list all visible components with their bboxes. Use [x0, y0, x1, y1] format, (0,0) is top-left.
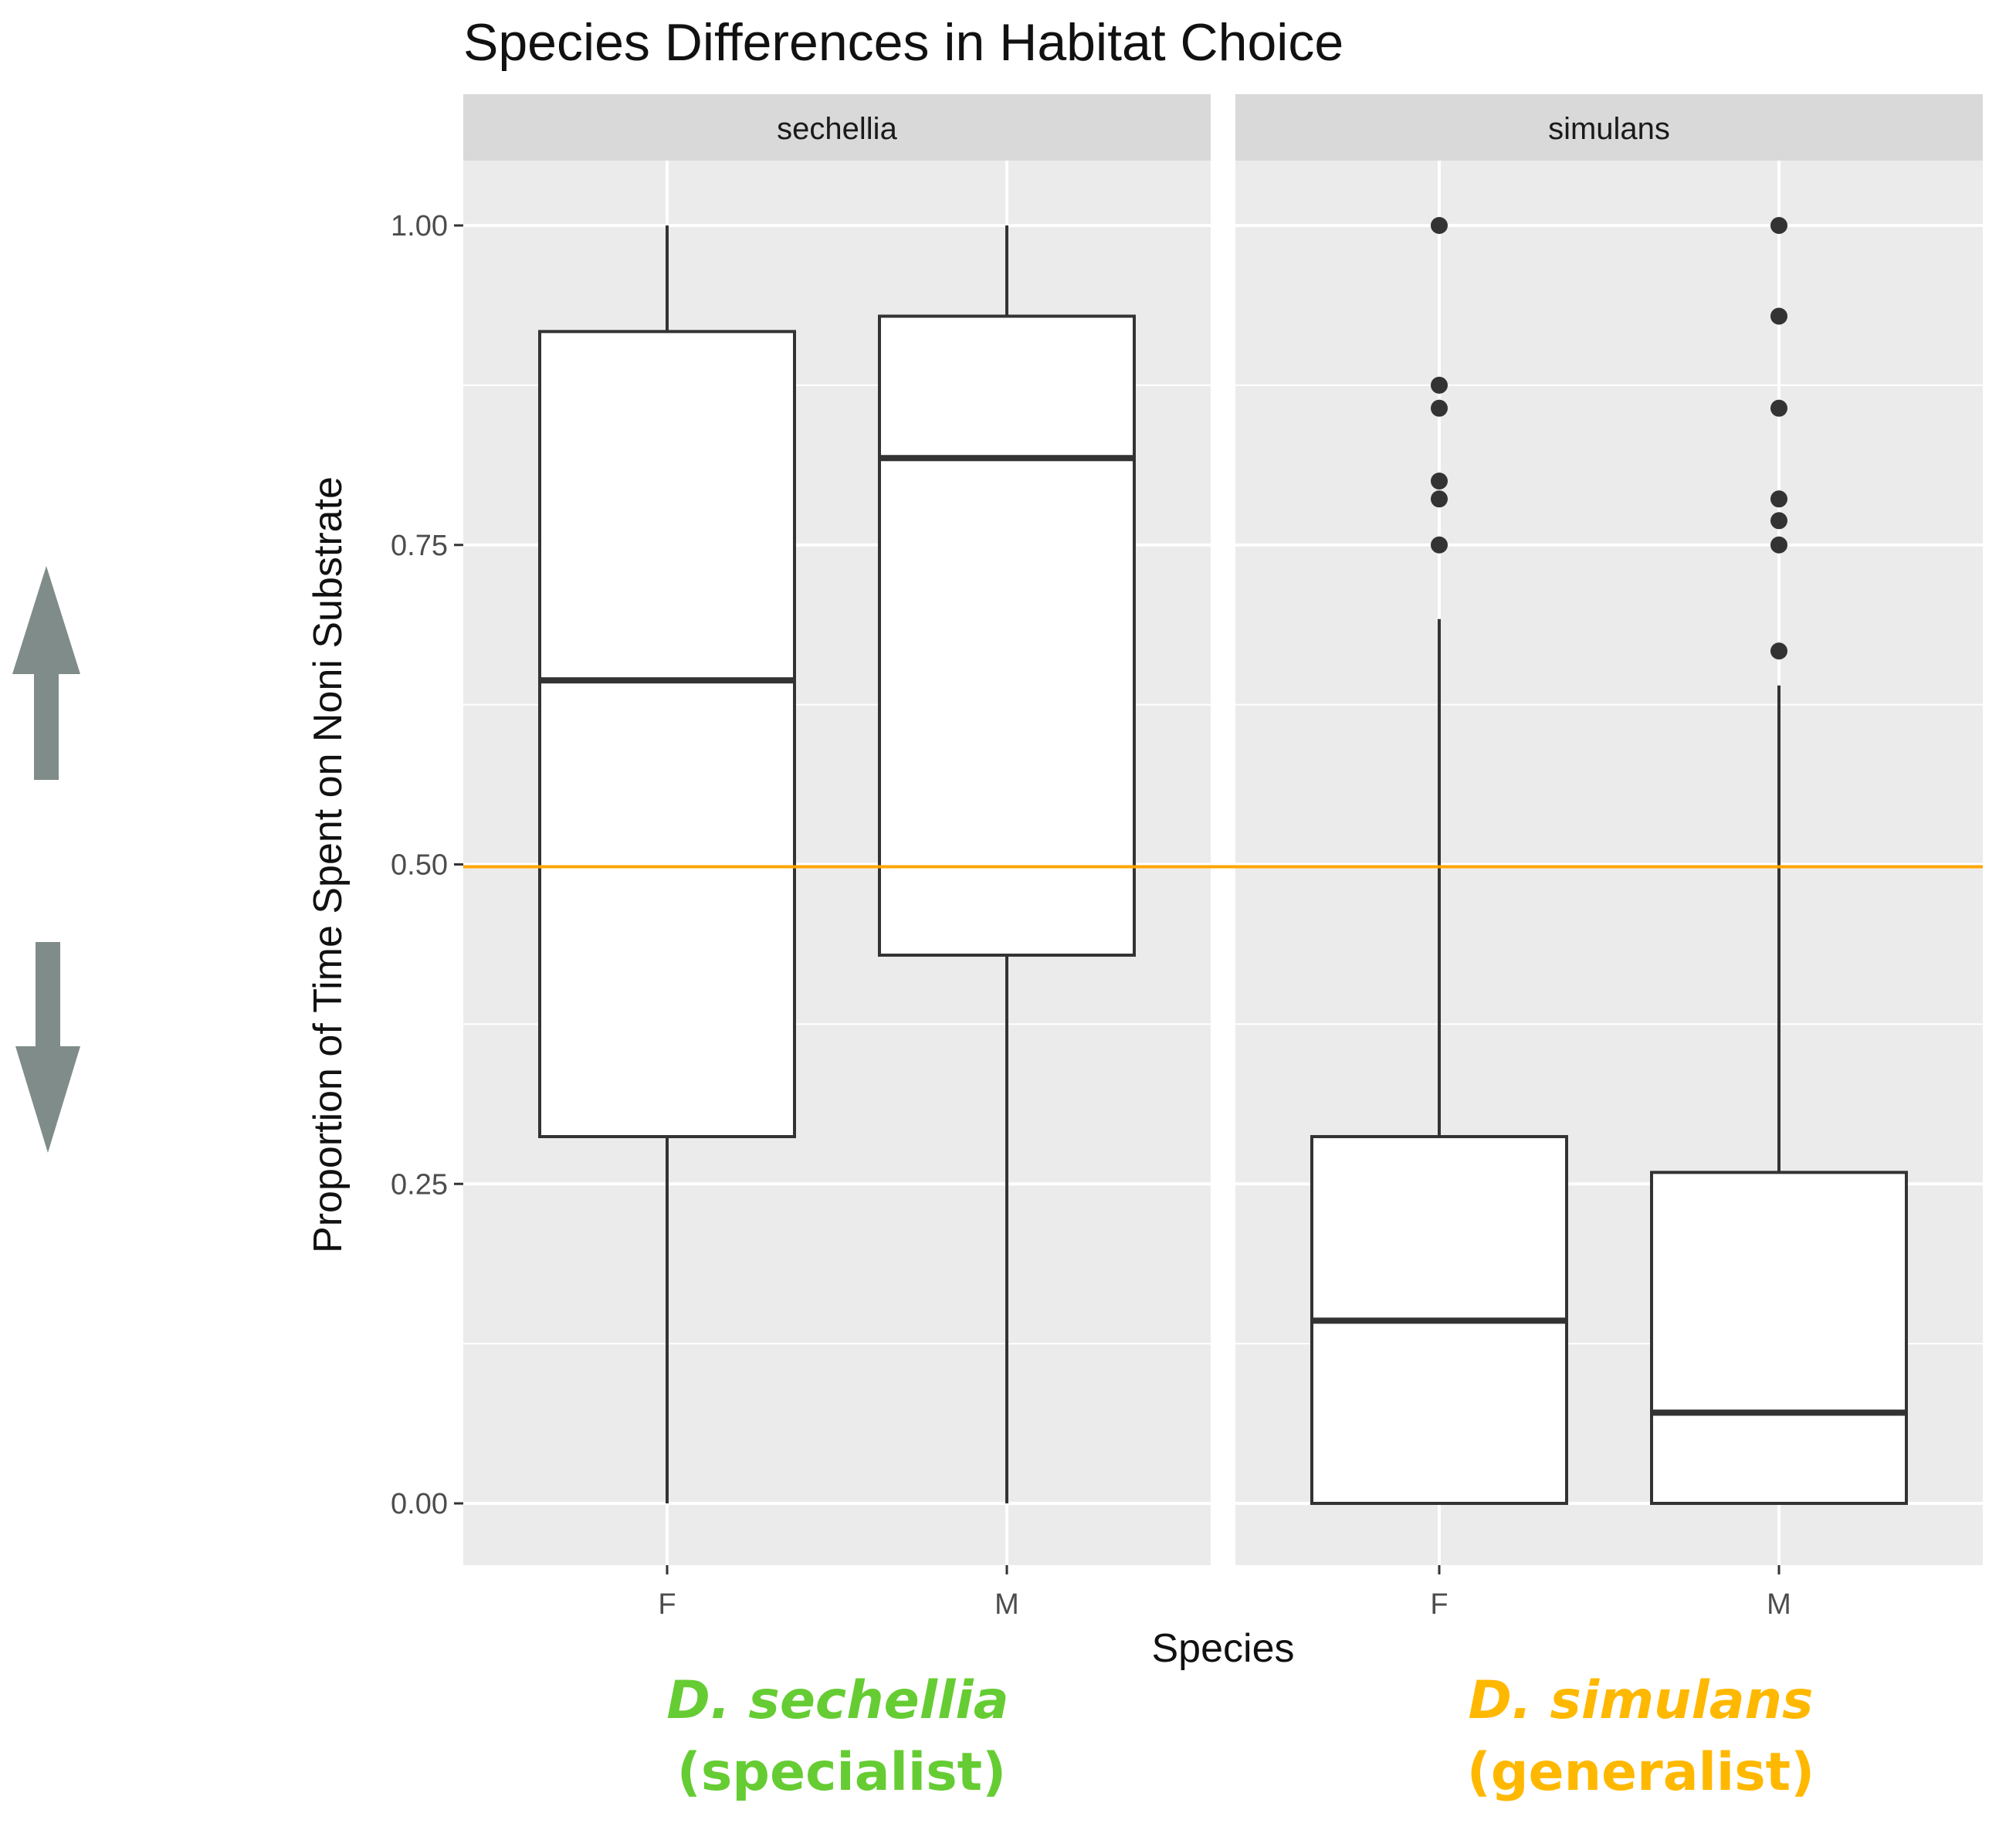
- ticks: 0.00 0.25 0.50 0.75 1.00 F M F M: [391, 210, 1791, 1621]
- box-sechellia-M: [878, 225, 1136, 1503]
- caption-role-simulans: (generalist): [1467, 1742, 1815, 1803]
- iqr-box: [538, 330, 796, 1139]
- strip-label-sechellia: sechellia: [777, 112, 897, 146]
- y-tick-label: 0.00: [391, 1488, 448, 1520]
- caption-role-sechellia: (specialist): [677, 1742, 1007, 1803]
- strip-sechellia: [463, 94, 1211, 161]
- strip-label-simulans: simulans: [1548, 112, 1670, 146]
- y-tick-label: 1.00: [391, 210, 448, 242]
- outlier-point: [1770, 490, 1787, 508]
- outlier-point: [1770, 217, 1787, 234]
- outlier-point: [1770, 512, 1787, 530]
- y-axis-title: Proportion of Time Spent on Noni Substra…: [306, 476, 351, 1253]
- x-tick-label: F: [658, 1588, 676, 1621]
- iqr-box: [1650, 1171, 1908, 1505]
- box-sechellia-F: [538, 225, 796, 1503]
- x-tick-label: F: [1430, 1588, 1448, 1621]
- caption-species-sechellia: D. sechellia: [666, 1670, 1008, 1731]
- boxes: [538, 217, 1908, 1505]
- chart-title: Species Differences in Habitat Choice: [463, 13, 1343, 72]
- y-tick-label: 0.75: [391, 530, 448, 562]
- strip-simulans: [1235, 94, 1983, 161]
- y-tick-label: 0.25: [391, 1168, 448, 1201]
- outlier-point: [1431, 473, 1448, 490]
- outlier-point: [1431, 536, 1448, 554]
- box-simulans-F: [1310, 217, 1568, 1505]
- y-tick-label: 0.50: [391, 849, 448, 882]
- x-tick-label: M: [994, 1588, 1019, 1621]
- outlier-point: [1770, 399, 1787, 417]
- x-tick-label: M: [1767, 1588, 1791, 1621]
- outlier-point: [1431, 376, 1448, 394]
- iqr-box: [878, 314, 1136, 957]
- outlier-point: [1770, 642, 1787, 660]
- outlier-point: [1431, 217, 1448, 234]
- outlier-point: [1770, 307, 1787, 325]
- caption-species-simulans: D. simulans: [1468, 1670, 1813, 1731]
- box-simulans-M: [1650, 217, 1908, 1505]
- outlier-point: [1431, 490, 1448, 508]
- outlier-point: [1431, 399, 1448, 417]
- outlier-point: [1770, 536, 1787, 554]
- x-axis-title: Species: [1152, 1626, 1295, 1671]
- arrow-down-icon: [15, 942, 80, 1153]
- arrow-up-icon: [12, 566, 80, 780]
